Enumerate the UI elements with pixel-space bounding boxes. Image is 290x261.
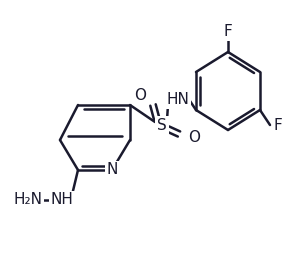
Text: H₂N: H₂N bbox=[14, 193, 43, 207]
Text: O: O bbox=[188, 130, 200, 145]
Text: NH: NH bbox=[50, 193, 73, 207]
Text: N: N bbox=[106, 163, 118, 177]
Text: HN: HN bbox=[166, 92, 189, 108]
Text: F: F bbox=[274, 117, 282, 133]
Text: F: F bbox=[224, 25, 232, 39]
Text: O: O bbox=[134, 88, 146, 104]
Text: S: S bbox=[157, 117, 167, 133]
